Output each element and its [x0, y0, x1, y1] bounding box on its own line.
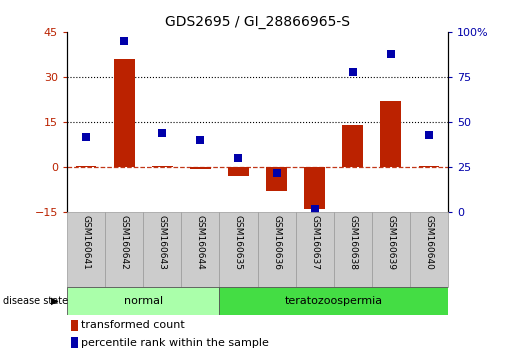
Bar: [114, 59, 134, 167]
Bar: [381, 101, 401, 167]
Text: GSM160639: GSM160639: [386, 215, 396, 270]
Title: GDS2695 / GI_28866965-S: GDS2695 / GI_28866965-S: [165, 16, 350, 29]
Point: [158, 130, 166, 136]
Text: GSM160637: GSM160637: [310, 215, 319, 270]
Point: [272, 170, 281, 176]
Point: [425, 132, 433, 138]
Bar: [71, 320, 78, 331]
Bar: [334, 212, 372, 287]
Text: GSM160641: GSM160641: [81, 215, 91, 269]
Text: GSM160640: GSM160640: [424, 215, 434, 269]
Bar: [105, 212, 143, 287]
Bar: [342, 125, 363, 167]
Text: ▶: ▶: [50, 296, 58, 306]
Bar: [219, 287, 448, 315]
Point: [196, 137, 204, 143]
Text: teratozoospermia: teratozoospermia: [285, 296, 383, 306]
Bar: [372, 212, 410, 287]
Text: percentile rank within the sample: percentile rank within the sample: [81, 338, 269, 348]
Bar: [410, 212, 448, 287]
Point: [349, 69, 357, 74]
Bar: [76, 166, 96, 167]
Text: GSM160636: GSM160636: [272, 215, 281, 270]
Point: [120, 38, 128, 44]
Text: disease state: disease state: [3, 296, 67, 306]
Bar: [152, 166, 173, 167]
Bar: [143, 212, 181, 287]
Point: [82, 134, 90, 139]
Point: [311, 206, 319, 212]
Bar: [190, 167, 211, 169]
Text: GSM160642: GSM160642: [119, 215, 129, 269]
Bar: [67, 212, 105, 287]
Point: [234, 155, 243, 161]
Text: GSM160643: GSM160643: [158, 215, 167, 269]
Bar: [219, 212, 258, 287]
Bar: [181, 212, 219, 287]
Text: transformed count: transformed count: [81, 320, 185, 330]
Bar: [71, 337, 78, 348]
Bar: [67, 287, 219, 315]
Text: normal: normal: [124, 296, 163, 306]
Bar: [228, 167, 249, 176]
Bar: [304, 167, 325, 210]
Bar: [266, 167, 287, 191]
Text: GSM160638: GSM160638: [348, 215, 357, 270]
Text: GSM160644: GSM160644: [196, 215, 205, 269]
Bar: [419, 166, 439, 167]
Text: GSM160635: GSM160635: [234, 215, 243, 270]
Point: [387, 51, 395, 56]
Bar: [258, 212, 296, 287]
Bar: [296, 212, 334, 287]
